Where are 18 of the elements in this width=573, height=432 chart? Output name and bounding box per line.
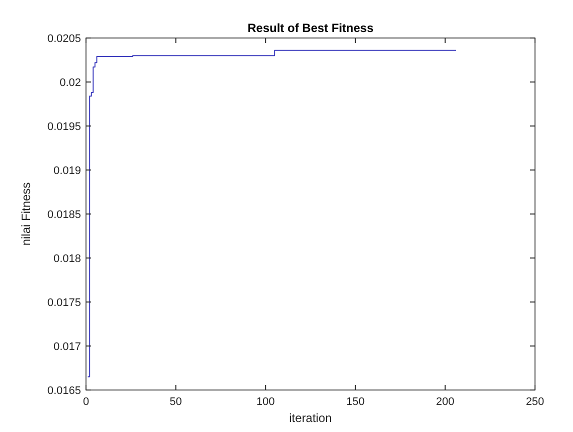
y-axis-title: nilai Fitness [19, 182, 33, 246]
y-tick-label: 0.0165 [47, 385, 81, 397]
x-tick-label: 50 [170, 396, 182, 408]
y-tick-label: 0.02 [60, 77, 81, 89]
x-tick-label: 150 [346, 396, 365, 408]
y-tick-label: 0.0175 [47, 297, 81, 309]
x-tick-label: 250 [526, 396, 544, 408]
y-tick-label: 0.0205 [47, 33, 81, 45]
y-tick-label: 0.0195 [47, 121, 81, 133]
x-tick-label: 100 [256, 396, 275, 408]
chart-title: Result of Best Fitness [247, 21, 374, 35]
x-tick-label: 200 [436, 396, 454, 408]
y-tick-label: 0.0185 [47, 209, 81, 221]
y-tick-label: 0.018 [53, 253, 81, 265]
y-tick-label: 0.017 [53, 341, 81, 353]
y-tick-label: 0.019 [53, 165, 81, 177]
x-axis-title: iteration [289, 411, 332, 425]
x-tick-label: 0 [82, 396, 90, 408]
